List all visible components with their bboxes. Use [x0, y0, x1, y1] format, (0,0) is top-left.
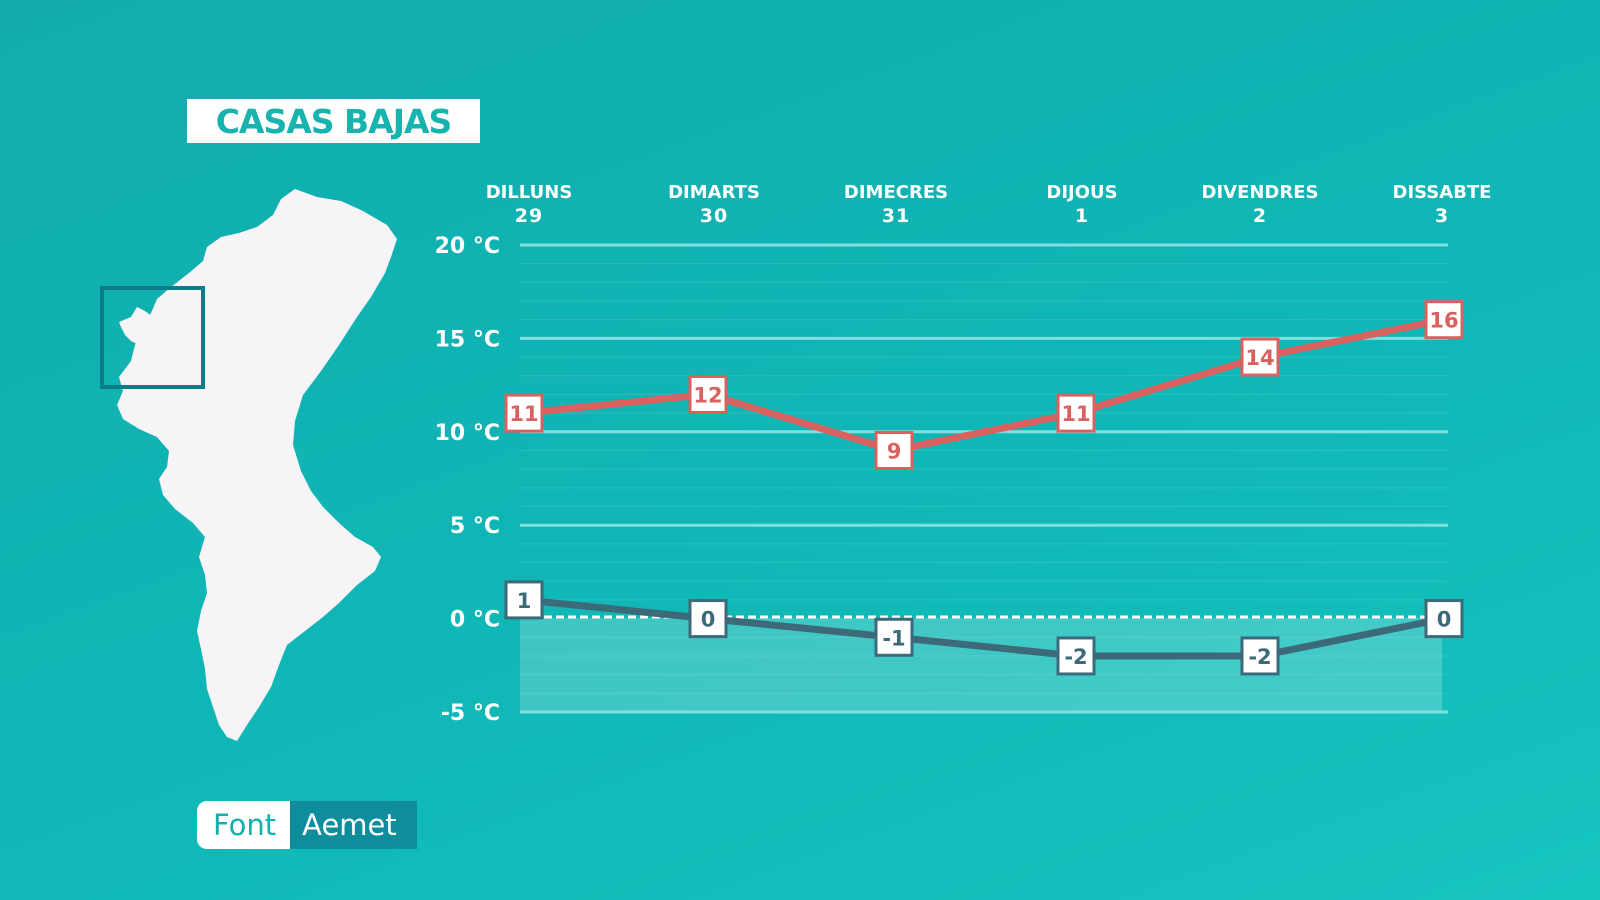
min-temperature-marker: [504, 580, 544, 620]
region-map-inset-shape: [119, 307, 187, 345]
min-temperature-marker: [1240, 636, 1280, 676]
max-temperature-point: 16: [1424, 300, 1464, 340]
max-temperature-data-label: 14: [1245, 346, 1274, 370]
x-day-label: DIMARTS: [668, 182, 760, 203]
max-temperature-point: 12: [688, 374, 728, 414]
max-temperature-data-label: 11: [1061, 402, 1090, 426]
data-labels: 11 12 9 11 14 16 1 0 -1 -2 -2 0: [504, 300, 1464, 676]
max-temperature-point: 11: [1056, 393, 1096, 433]
y-tick-label: 20 °C: [435, 234, 500, 259]
x-day-label: DILLUNS: [486, 182, 573, 203]
x-date-label: 1: [1075, 205, 1089, 227]
source-key: Font: [197, 801, 291, 849]
max-temperature-point: 9: [874, 430, 914, 470]
max-temperature-marker: [1424, 300, 1464, 340]
region-map: [100, 189, 397, 741]
max-temperature-data-label: 11: [509, 402, 538, 426]
max-temperature-marker: [504, 393, 544, 433]
max-temperature-point: 11: [504, 393, 544, 433]
min-temperature-marker: [688, 599, 728, 639]
source-value: Aemet: [290, 801, 417, 849]
y-tick-label: 5 °C: [450, 514, 500, 539]
max-temperature-marker: [1056, 393, 1096, 433]
below-zero-band: [520, 618, 1442, 712]
x-day-label: DISSABTE: [1393, 182, 1492, 203]
min-temperature-line: [520, 596, 1448, 660]
grid-lines: [520, 243, 1448, 714]
max-temperature-data-label: 9: [887, 439, 902, 463]
x-date-label: 30: [700, 205, 728, 227]
min-temperature-marker: [1056, 636, 1096, 676]
min-temperature-point: 1: [504, 580, 544, 620]
min-temperature-point: -2: [1240, 636, 1280, 676]
min-temperature-data-label: 1: [517, 589, 532, 613]
x-day-label: DIJOUS: [1046, 182, 1117, 203]
min-temperature-marker: [874, 617, 914, 657]
x-day-label: DIVENDRES: [1202, 182, 1319, 203]
y-axis: 20 °C 15 °C 10 °C 5 °C 0 °C -5 °C: [435, 234, 500, 726]
max-temperature-marker: [874, 430, 914, 470]
location-highlight-box: [100, 286, 205, 389]
min-temperature-data-label: -2: [1064, 645, 1087, 669]
min-temperature-data-label: 0: [701, 608, 716, 632]
y-tick-label: 10 °C: [435, 421, 500, 446]
region-map-lower-shape: [153, 345, 201, 381]
min-temperature-point: -1: [874, 617, 914, 657]
max-temperature-point: 14: [1240, 337, 1280, 377]
max-temperature-data-label: 12: [693, 383, 722, 407]
fine-grid: [520, 263, 1448, 694]
y-tick-label: -5 °C: [441, 701, 500, 726]
x-date-label: 29: [515, 205, 543, 227]
min-temperature-data-label: -2: [1248, 645, 1271, 669]
min-temperature-data-label: -1: [882, 626, 905, 650]
x-day-label: DIMECRES: [844, 182, 948, 203]
min-temperature-data-label: 0: [1437, 608, 1452, 632]
y-tick-label: 15 °C: [435, 327, 500, 352]
min-temperature-point: 0: [688, 599, 728, 639]
location-title: CASAS BAJAS: [187, 99, 480, 143]
max-temperature-data-label: 16: [1429, 309, 1458, 333]
min-temperature-point: -2: [1056, 636, 1096, 676]
x-date-label: 31: [882, 205, 910, 227]
y-tick-label: 0 °C: [450, 608, 500, 633]
max-temperature-marker: [688, 374, 728, 414]
series-layer: [520, 316, 1448, 660]
min-temperature-marker: [1424, 599, 1464, 639]
min-temperature-point: 0: [1424, 599, 1464, 639]
x-date-label: 2: [1253, 205, 1267, 227]
max-temperature-line: [520, 316, 1448, 454]
x-date-label: 3: [1435, 205, 1449, 227]
max-temperature-marker: [1240, 337, 1280, 377]
source-badge: Font Aemet: [197, 801, 417, 849]
